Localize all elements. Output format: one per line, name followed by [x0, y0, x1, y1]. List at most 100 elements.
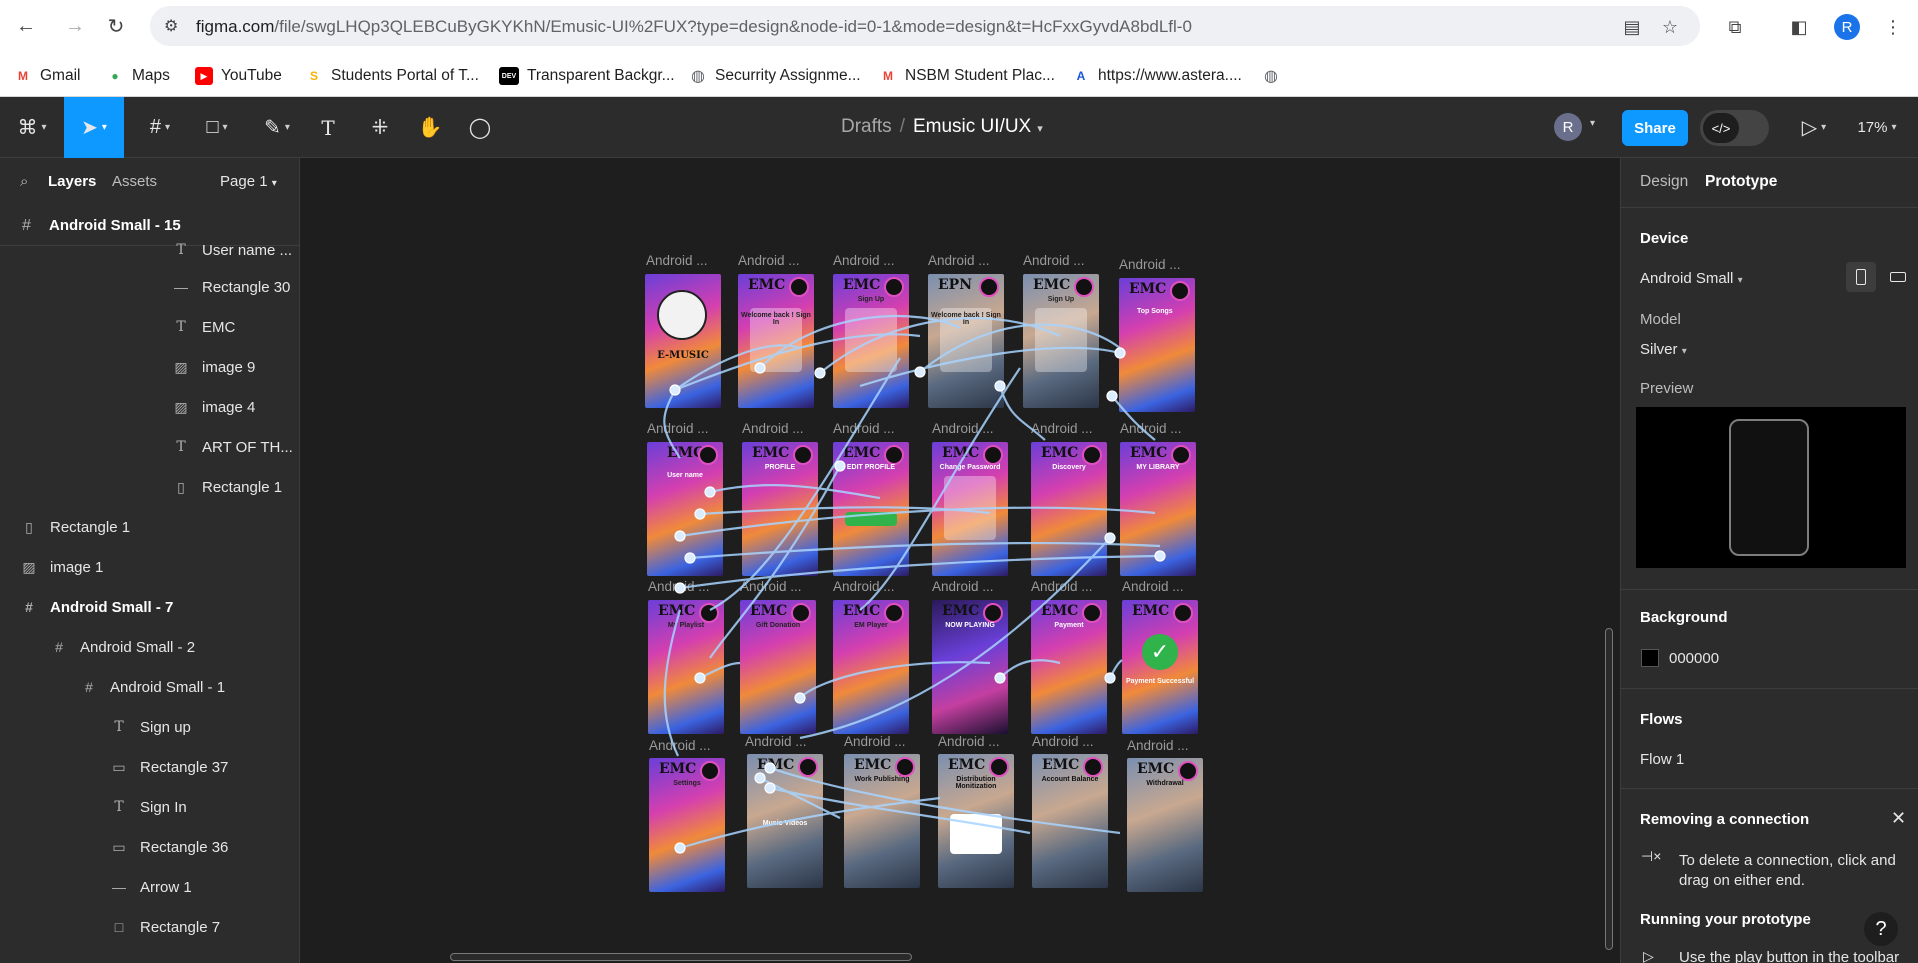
layer-item[interactable]: ▭ Rectangle 37 — [110, 755, 228, 779]
layer-item[interactable]: ▭ Rectangle 36 — [110, 835, 228, 859]
layer-item[interactable]: ▨ image 4 — [172, 395, 255, 419]
layer-item[interactable]: # Android Small - 2 — [50, 635, 195, 659]
layer-item[interactable]: ▯ Rectangle 1 — [172, 475, 282, 499]
hand-tool-icon[interactable]: ✋ — [417, 117, 443, 139]
bookmark-star-icon[interactable]: ☆ — [1661, 16, 1679, 37]
zoom-control[interactable]: 17% ▾ — [1857, 119, 1897, 136]
frame-label[interactable]: Android ... — [833, 421, 895, 436]
tab-layers[interactable]: Layers — [48, 173, 97, 190]
background-hex-input[interactable]: 000000 — [1669, 650, 1720, 667]
clipboard-icon[interactable]: ▤ — [1623, 16, 1641, 37]
canvas-vertical-scrollbar[interactable] — [1605, 628, 1613, 950]
frame-label[interactable]: Android ... — [1127, 738, 1189, 753]
browser-profile-avatar[interactable]: R — [1834, 14, 1860, 40]
figma-menu-icon[interactable]: ⌘ ▾ — [17, 117, 47, 139]
frame-label[interactable]: Android ... — [844, 734, 906, 749]
frame-label[interactable]: Android ... — [833, 253, 895, 268]
screen-frame[interactable]: EMC ✓ Payment Successful — [1122, 600, 1198, 734]
layer-item[interactable]: # Android Small - 7 — [20, 595, 173, 619]
screen-frame[interactable]: EMC Top Songs — [1119, 278, 1195, 412]
screen-frame[interactable]: EMC Sign Up — [1023, 274, 1099, 408]
tab-design[interactable]: Design — [1640, 173, 1689, 190]
screen-frame[interactable]: EMC Withdrawal — [1127, 758, 1203, 892]
layer-item[interactable]: ▯ Rectangle 1 — [20, 515, 130, 539]
screen-frame[interactable]: EMC EDIT PROFILE — [833, 442, 909, 576]
layer-item[interactable]: □ Rectangle 7 — [110, 915, 220, 939]
frame-label[interactable]: Android ... — [742, 421, 804, 436]
chevron-down-icon[interactable]: ▾ — [1590, 118, 1596, 129]
breadcrumb-drafts[interactable]: Drafts — [841, 116, 892, 137]
collaborator-avatar[interactable]: R — [1554, 113, 1582, 141]
move-tool-icon[interactable]: ➤ ▾ — [64, 97, 124, 158]
bookmark-transparent[interactable]: DEV Transparent Backgr... — [499, 65, 675, 87]
canvas-horizontal-scrollbar[interactable] — [450, 953, 912, 961]
screen-frame[interactable]: EMC Welcome back ! Sign In — [738, 274, 814, 408]
url-text[interactable]: figma.com/file/swgLHQp3QLEBCuByGKYKhN/Em… — [196, 17, 1192, 37]
screen-frame[interactable]: EMC Distribution Monitization — [938, 754, 1014, 888]
frame-label[interactable]: Android ... — [646, 253, 708, 268]
site-info-icon[interactable]: ⚙ — [164, 18, 179, 35]
search-icon[interactable]: ⌕ — [20, 173, 29, 190]
screen-frame[interactable]: EMC User name — [647, 442, 723, 576]
bookmark-students-portal[interactable]: S Students Portal of T... — [305, 65, 479, 87]
present-play-icon[interactable]: ▷ ▾ — [1801, 117, 1827, 139]
dev-mode-toggle[interactable]: </> — [1700, 110, 1769, 146]
layer-item[interactable]: T Sign In — [110, 795, 186, 819]
frame-label[interactable]: Android ... — [932, 579, 994, 594]
tab-assets[interactable]: Assets — [112, 173, 158, 190]
pen-tool-icon[interactable]: ✎ ▾ — [264, 117, 290, 139]
frame-label[interactable]: Android ... — [1032, 734, 1094, 749]
layer-item[interactable]: T EMC — [172, 315, 235, 339]
page-selector[interactable]: Page 1 ▾ — [220, 173, 277, 190]
bookmark-gmail[interactable]: M Gmail — [14, 65, 80, 87]
model-dropdown[interactable]: Silver ▾ — [1640, 341, 1687, 358]
chevron-down-icon[interactable]: ▾ — [1037, 123, 1043, 135]
selected-frame-header[interactable]: # Android Small - 15 — [0, 206, 299, 246]
frame-label[interactable]: Android ... — [649, 738, 711, 753]
close-icon[interactable]: ✕ — [1891, 808, 1907, 828]
bookmark-globe[interactable]: ◍ — [1262, 65, 1280, 87]
screen-frame[interactable]: EMC Payment — [1031, 600, 1107, 734]
side-panel-icon[interactable]: ◧ — [1790, 16, 1808, 37]
landscape-icon[interactable] — [1883, 262, 1913, 292]
frame-label[interactable]: Android ... — [647, 421, 709, 436]
layer-item[interactable]: ▨ image 1 — [20, 555, 103, 579]
bookmark-maps[interactable]: ● Maps — [106, 65, 170, 87]
screen-frame[interactable]: EMC Account Balance — [1032, 754, 1108, 888]
shape-tool-icon[interactable]: □ ▾ — [206, 116, 228, 138]
background-color-swatch[interactable] — [1641, 649, 1659, 667]
forward-icon[interactable]: → — [65, 14, 85, 37]
tab-prototype[interactable]: Prototype — [1705, 173, 1778, 190]
layer-item[interactable]: T ART OF TH... — [172, 435, 293, 459]
layer-item[interactable]: — Arrow 1 — [110, 875, 192, 899]
frame-label[interactable]: Android ... — [1122, 579, 1184, 594]
screen-frame[interactable]: EMC NOW PLAYING — [932, 600, 1008, 734]
frame-label[interactable]: Android ... — [1023, 253, 1085, 268]
resources-tool-icon[interactable]: ⁜ — [371, 117, 389, 139]
prototype-connections[interactable] — [300, 158, 1620, 963]
layer-item[interactable]: T Sign up — [110, 715, 191, 739]
frame-label[interactable]: Android ... — [1119, 257, 1181, 272]
layer-item[interactable]: ▨ image 9 — [172, 355, 255, 379]
share-button[interactable]: Share — [1622, 110, 1688, 146]
frame-label[interactable]: Android ... — [745, 734, 807, 749]
address-bar[interactable]: ⚙ figma.com/file/swgLHQp3QLEBCuByGKYKhN/… — [150, 6, 1700, 46]
flow-item[interactable]: Flow 1 — [1640, 751, 1685, 768]
frame-label[interactable]: Android ... — [1120, 421, 1182, 436]
extensions-icon[interactable]: ⧉ — [1728, 16, 1742, 37]
layer-item[interactable]: # Android Small - 1 — [80, 675, 225, 699]
screen-frame[interactable]: EMC Gift Donation — [740, 600, 816, 734]
comment-tool-icon[interactable]: ◯ — [468, 117, 492, 139]
reload-icon[interactable]: ↻ — [107, 15, 125, 38]
frame-label[interactable]: Android ... — [740, 579, 802, 594]
back-icon[interactable]: ← — [16, 14, 36, 37]
frame-tool-icon[interactable]: # ▾ — [149, 116, 171, 138]
browser-menu-icon[interactable]: ⋮ — [1884, 16, 1902, 37]
portrait-icon[interactable] — [1846, 262, 1876, 292]
layer-item[interactable]: — Rectangle 30 — [172, 275, 290, 299]
frame-label[interactable]: Android ... — [738, 253, 800, 268]
bookmark-nsbm[interactable]: M NSBM Student Plac... — [879, 65, 1055, 87]
help-icon[interactable]: ? — [1864, 912, 1898, 946]
file-name[interactable]: Emusic UI/UX — [912, 116, 1032, 137]
